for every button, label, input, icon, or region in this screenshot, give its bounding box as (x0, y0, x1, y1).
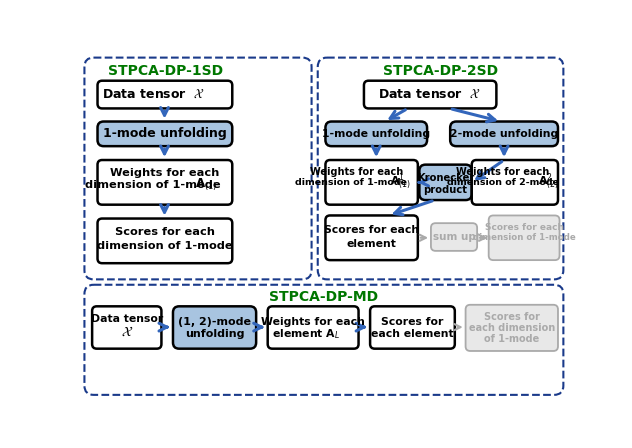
Text: product: product (423, 185, 468, 195)
FancyBboxPatch shape (97, 121, 233, 146)
FancyBboxPatch shape (92, 306, 161, 349)
Text: Data tensor: Data tensor (90, 314, 163, 324)
Text: Scores for each: Scores for each (324, 225, 419, 235)
FancyBboxPatch shape (325, 121, 427, 146)
Text: STPCA-DP-2SD: STPCA-DP-2SD (382, 64, 498, 78)
Text: Weights for each: Weights for each (310, 167, 403, 177)
Text: Scores for: Scores for (381, 317, 444, 327)
Text: Weights for each: Weights for each (110, 168, 219, 178)
FancyBboxPatch shape (364, 81, 496, 108)
Text: 2-mode unfolding: 2-mode unfolding (450, 129, 558, 139)
Text: of 1-mode: of 1-mode (484, 334, 539, 344)
Text: Weights for each: Weights for each (261, 317, 365, 327)
FancyBboxPatch shape (97, 160, 233, 205)
Text: Scores for each: Scores for each (114, 228, 214, 237)
FancyBboxPatch shape (431, 223, 477, 251)
FancyBboxPatch shape (97, 219, 233, 263)
Text: Kronecker: Kronecker (417, 173, 474, 183)
FancyBboxPatch shape (471, 160, 558, 205)
Text: $\mathbf{A}^{1}_{(1)}$: $\mathbf{A}^{1}_{(1)}$ (391, 172, 411, 192)
FancyBboxPatch shape (85, 285, 563, 395)
Text: sum up: sum up (432, 232, 475, 242)
Text: $\mathbf{A}^{2}_{(2)}$: $\mathbf{A}^{2}_{(2)}$ (538, 172, 559, 192)
Text: STPCA-DP-MD: STPCA-DP-MD (269, 290, 379, 304)
Text: Scores for each: Scores for each (485, 223, 564, 232)
Text: (1, 2)-mode: (1, 2)-mode (178, 317, 251, 327)
Text: element: element (347, 239, 396, 249)
Text: Scores for: Scores for (484, 312, 540, 322)
FancyBboxPatch shape (268, 306, 358, 349)
Text: each element: each element (371, 329, 454, 339)
Text: Data tensor  $\mathcal{X}$: Data tensor $\mathcal{X}$ (378, 88, 481, 101)
Text: 1-mode unfolding: 1-mode unfolding (102, 127, 226, 140)
FancyBboxPatch shape (450, 121, 558, 146)
FancyBboxPatch shape (85, 58, 312, 280)
Text: dimension of 1-mode: dimension of 1-mode (295, 178, 407, 187)
Text: dimension of 1-mode: dimension of 1-mode (473, 233, 576, 242)
Text: element $\mathbf{A}_{L}$: element $\mathbf{A}_{L}$ (272, 327, 340, 341)
FancyBboxPatch shape (325, 160, 418, 205)
Text: Weights for each: Weights for each (456, 167, 549, 177)
FancyBboxPatch shape (318, 58, 563, 280)
Text: dimension of 1-mode: dimension of 1-mode (97, 241, 233, 251)
FancyBboxPatch shape (325, 215, 418, 260)
FancyBboxPatch shape (173, 306, 256, 349)
FancyBboxPatch shape (97, 81, 233, 108)
Text: $\mathcal{X}$: $\mathcal{X}$ (121, 325, 133, 339)
Text: Data tensor  $\mathcal{X}$: Data tensor $\mathcal{X}$ (102, 88, 205, 101)
Text: STPCA-DP-1SD: STPCA-DP-1SD (107, 64, 223, 78)
Text: dimension of 2-mode: dimension of 2-mode (447, 178, 559, 187)
Text: unfolding: unfolding (185, 329, 245, 339)
Text: $\mathbf{A}_{(1)}$: $\mathbf{A}_{(1)}$ (195, 177, 217, 193)
FancyBboxPatch shape (420, 165, 471, 200)
Text: dimension of 1-mode: dimension of 1-mode (85, 181, 225, 190)
FancyBboxPatch shape (370, 306, 455, 349)
Text: each dimension: each dimension (469, 323, 555, 333)
FancyBboxPatch shape (466, 305, 558, 351)
FancyBboxPatch shape (489, 215, 559, 260)
Text: 1-mode unfolding: 1-mode unfolding (322, 129, 430, 139)
